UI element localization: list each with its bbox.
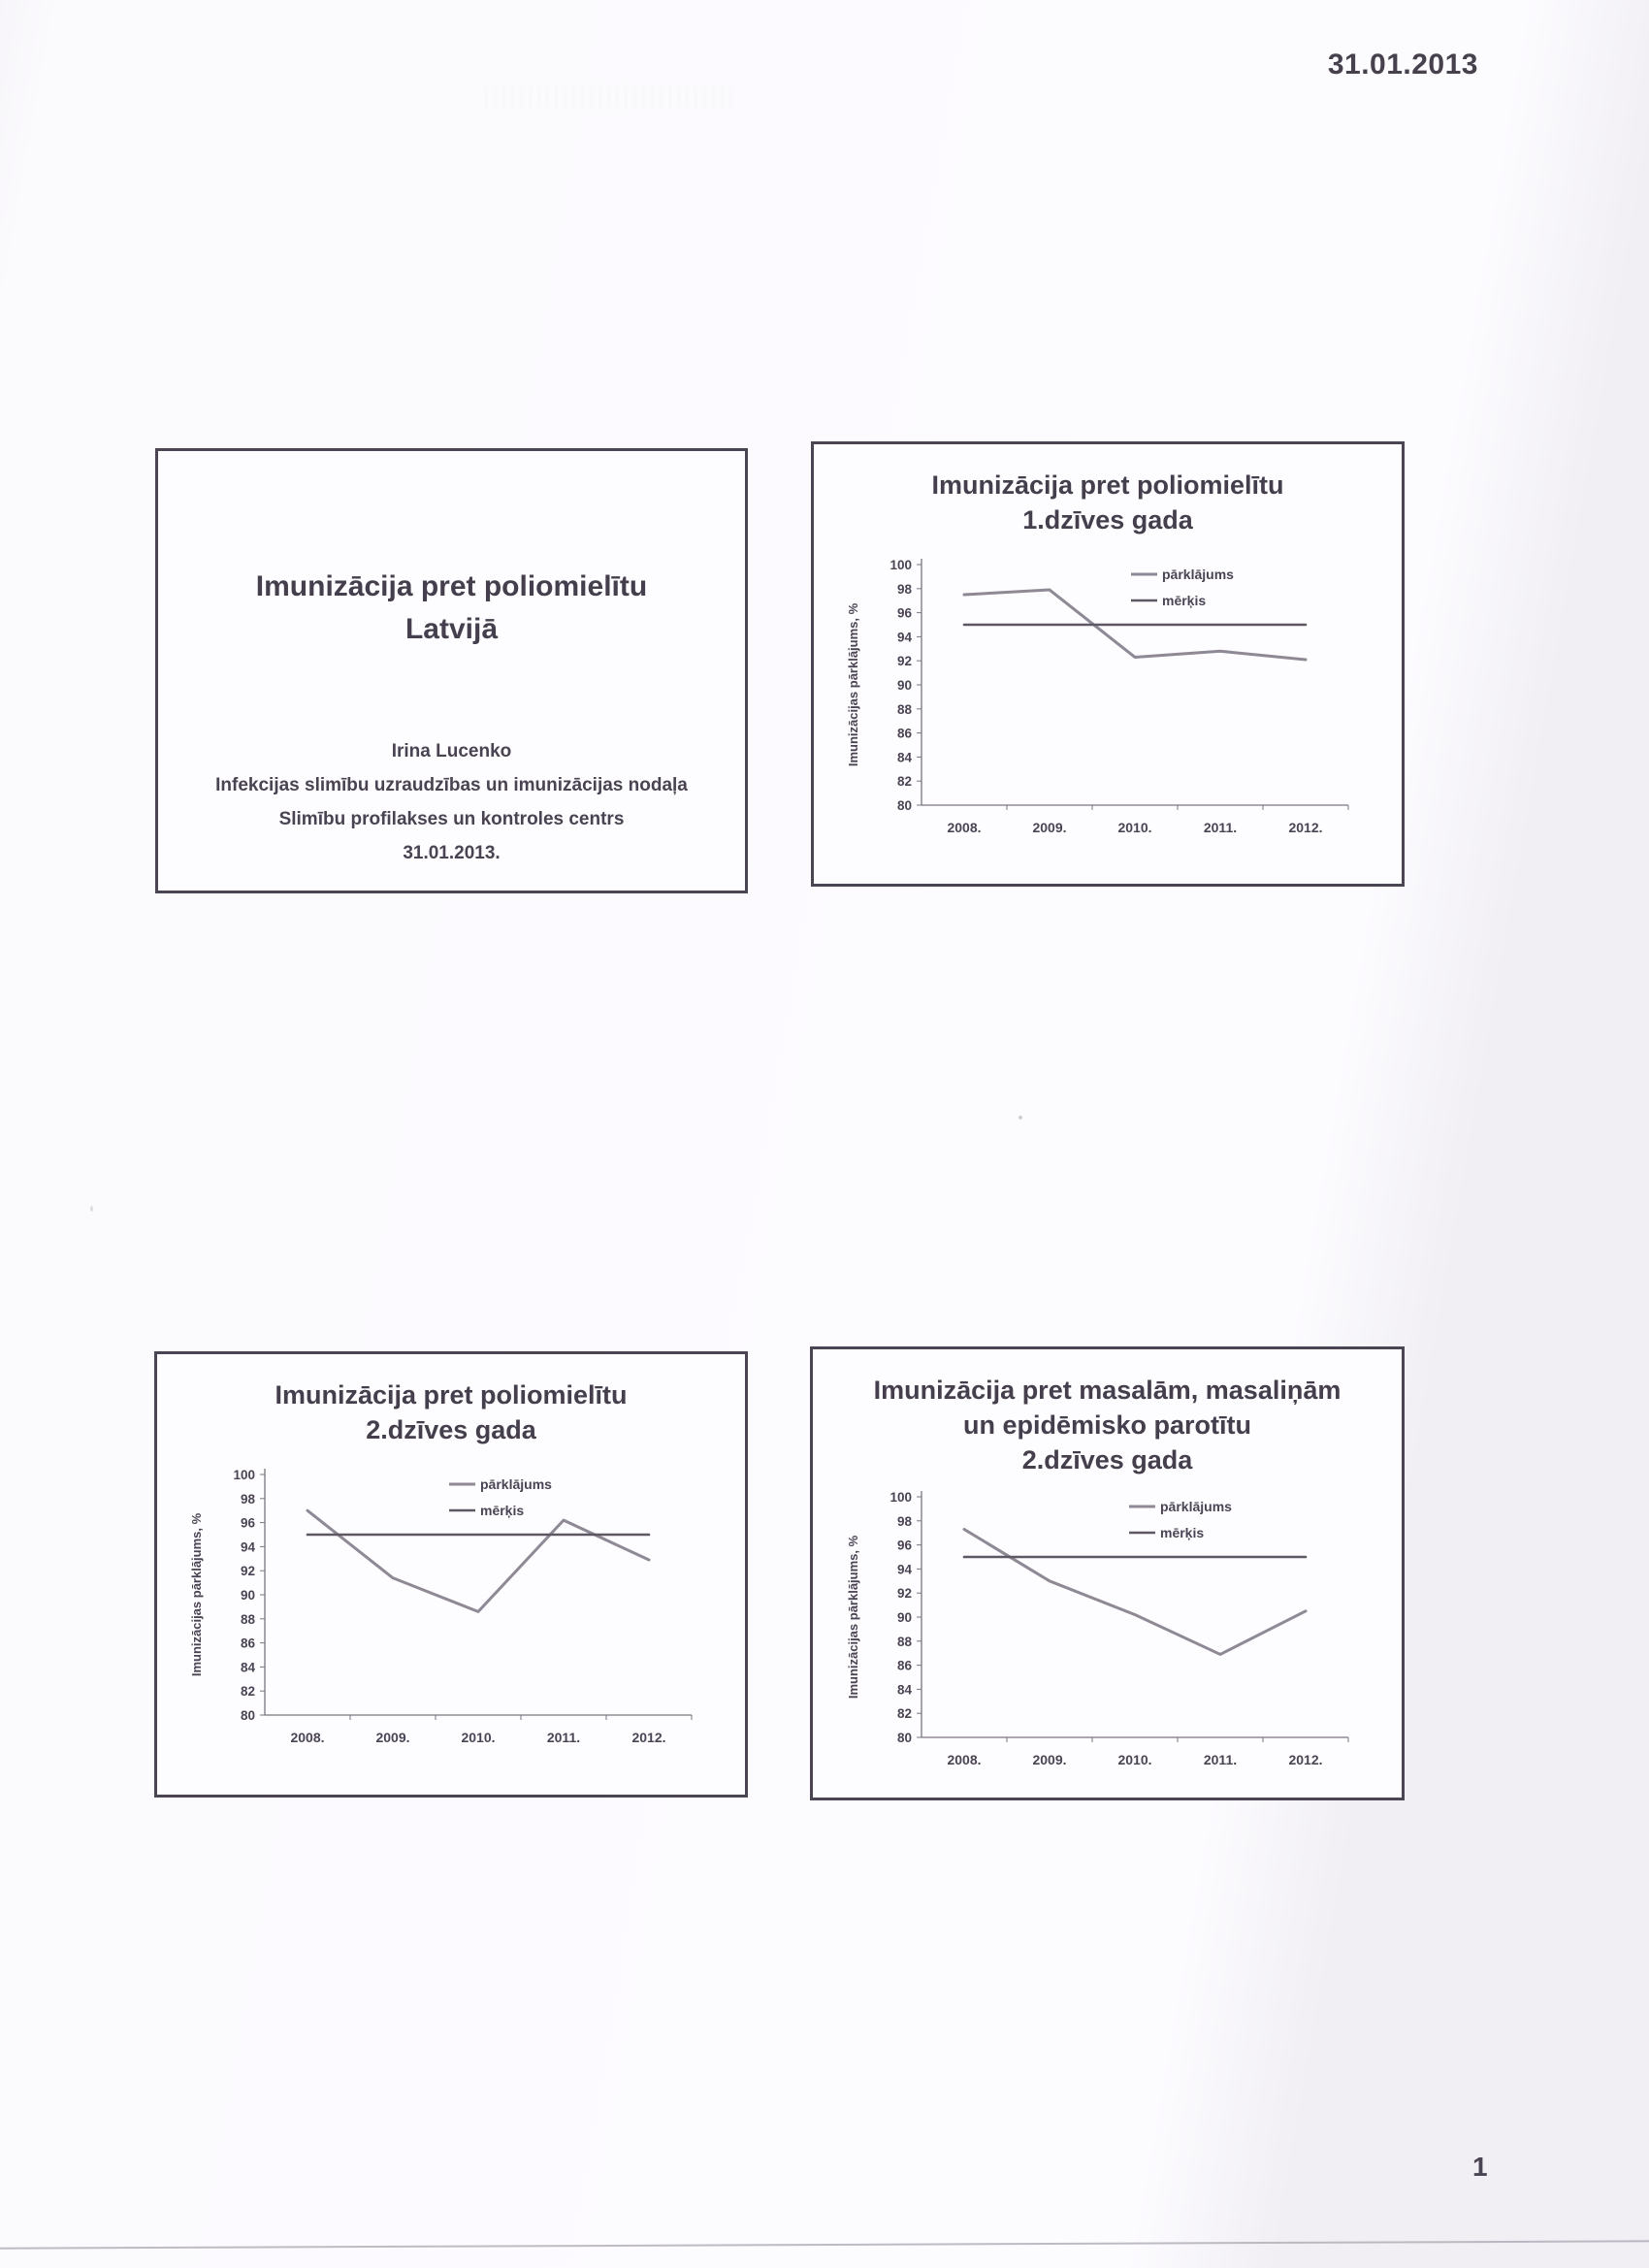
author-organization: Slimību profilakses un kontroles centrs	[278, 809, 625, 829]
x-tick-label: 2009.	[375, 1730, 409, 1745]
y-tick-label: 94	[241, 1539, 256, 1554]
x-tick-label: 2012.	[1288, 820, 1322, 835]
chart-title: Imunizācija pret masalām, masaliņām un e…	[813, 1373, 1402, 1477]
y-tick-label: 90	[897, 678, 912, 693]
y-tick-label: 82	[896, 1706, 911, 1721]
chart-title-line-1: Imunizācija pret masalām, masaliņām	[873, 1376, 1342, 1405]
y-tick-label: 82	[897, 774, 912, 789]
y-tick-label: 96	[896, 1539, 912, 1553]
x-tick-label: 2010.	[1117, 820, 1151, 835]
author-department: Infekcijas slimību uzraudzības un imuniz…	[215, 775, 688, 795]
x-tick-label: 2010.	[1117, 1752, 1151, 1767]
y-tick-label: 94	[897, 630, 913, 644]
chart-title: Imunizācija pret poliomielītu 2.dzīves g…	[157, 1377, 745, 1447]
slide-chart-polio-year2: Imunizācija pret poliomielītu 2.dzīves g…	[154, 1351, 748, 1798]
y-tick-label: 86	[897, 727, 913, 741]
legend-label-mērķis: mērķis	[1160, 1525, 1204, 1540]
x-tick-label: 2008.	[947, 820, 981, 835]
page-number: 1	[1472, 2152, 1488, 2182]
chart-title-line-2: 2.dzīves gada	[366, 1415, 536, 1444]
y-tick-label: 90	[896, 1610, 911, 1625]
slide-chart-polio-year1: Imunizācija pret poliomielītu 1.dzīves g…	[811, 441, 1405, 887]
presentation-title-line-1: Imunizācija pret poliomielītu	[255, 570, 648, 602]
legend-label-pārklājums: pārklājums	[1162, 567, 1234, 582]
y-axis-title: Imunizācijas pārklājums, %	[846, 1535, 860, 1699]
series-line-pārklājums	[962, 588, 1308, 662]
chart-title-line-3: 2.dzīves gada	[1021, 1445, 1193, 1474]
y-tick-label: 96	[241, 1516, 256, 1531]
legend-label-mērķis: mērķis	[1162, 593, 1206, 608]
line-chart-polio-year2: 80 82 84 86 88 90 92 94 96 98 100 2008. 2009. 2010. 20…	[157, 1459, 745, 1757]
scan-speck	[90, 1206, 93, 1212]
y-tick-label: 90	[241, 1588, 255, 1603]
y-tick-label: 98	[896, 1514, 912, 1529]
x-tick-label: 2009.	[1032, 820, 1066, 835]
y-tick-label: 92	[896, 1586, 911, 1601]
legend-label-pārklājums: pārklājums	[480, 1476, 552, 1492]
x-tick-label: 2008.	[947, 1752, 981, 1767]
chart-title: Imunizācija pret poliomielītu 1.dzīves g…	[814, 468, 1402, 537]
y-tick-label: 98	[897, 582, 913, 597]
x-tick-label: 2012.	[1288, 1752, 1322, 1767]
y-tick-label: 100	[233, 1468, 255, 1482]
line-chart-canvas: 80 82 84 86 88 90 92 94 96 98 100 2008. 2009. 2010. 20…	[846, 558, 1349, 835]
line-chart-canvas: 80 82 84 86 88 90 92 94 96 98 100 2008. 2009. 2010. 20…	[189, 1468, 693, 1745]
legend-label-mērķis: mērķis	[480, 1503, 524, 1518]
presentation-title-line-2: Latvijā	[404, 613, 499, 645]
y-axis-title: Imunizācijas pārklājums, %	[846, 602, 860, 766]
x-tick-label: 2008.	[290, 1730, 324, 1745]
y-tick-label: 94	[896, 1562, 912, 1576]
y-tick-label: 86	[241, 1636, 256, 1651]
x-tick-label: 2009.	[1032, 1752, 1066, 1767]
author-block: Irina Lucenko Infekcijas slimību uzraudz…	[158, 734, 745, 870]
slide-chart-mmr-year2: Imunizācija pret masalām, masaliņām un e…	[810, 1346, 1405, 1800]
author-name: Irina Lucenko	[391, 741, 512, 761]
y-tick-label: 84	[897, 750, 913, 764]
series-line-pārklājums	[962, 1527, 1307, 1656]
y-tick-label: 96	[897, 606, 913, 621]
scan-edge-line	[0, 2240, 1649, 2250]
chart-title-line-1: Imunizācija pret poliomielītu	[275, 1380, 628, 1409]
y-tick-label: 100	[889, 1490, 912, 1505]
x-tick-label: 2010.	[461, 1730, 495, 1745]
y-tick-label: 92	[897, 654, 912, 668]
y-tick-label: 84	[896, 1682, 912, 1697]
presentation-title: Imunizācija pret poliomielītu Latvijā	[158, 566, 745, 651]
y-tick-label: 100	[889, 558, 912, 572]
y-tick-label: 80	[896, 1731, 911, 1745]
y-tick-label: 88	[241, 1612, 256, 1627]
y-tick-label: 84	[241, 1660, 256, 1674]
page-date: 31.01.2013	[1327, 49, 1478, 81]
y-tick-label: 88	[896, 1635, 912, 1649]
y-axis-title: Imunizācijas pārklājums, %	[189, 1512, 204, 1676]
y-tick-label: 82	[241, 1684, 255, 1699]
chart-title-line-2: un epidēmisko parotītu	[962, 1410, 1252, 1440]
line-chart-polio-year1: 80 82 84 86 88 90 92 94 96 98 100 2008. 2009. 2010. 20…	[814, 549, 1402, 847]
x-tick-label: 2011.	[1204, 820, 1237, 835]
line-chart-canvas: 80 82 84 86 88 90 92 94 96 98 100 2008. 2009. 2010. 20…	[846, 1490, 1348, 1767]
line-chart-mmr-year2: 80 82 84 86 88 90 92 94 96 98 100 2008. 2009. 2010. 20…	[813, 1481, 1402, 1779]
slide-title-card: Imunizācija pret poliomielītu Latvijā Ir…	[155, 448, 748, 893]
legend-label-pārklājums: pārklājums	[1160, 1499, 1232, 1514]
x-tick-label: 2012.	[631, 1730, 665, 1745]
x-tick-label: 2011.	[1203, 1752, 1236, 1767]
presentation-date: 31.01.2013.	[403, 843, 501, 863]
y-tick-label: 86	[896, 1659, 912, 1673]
y-tick-label: 88	[897, 702, 913, 717]
y-tick-label: 92	[241, 1564, 255, 1578]
y-tick-label: 80	[241, 1708, 255, 1723]
chart-title-line-2: 1.dzīves gada	[1022, 505, 1193, 535]
series-line-pārklājums	[306, 1508, 651, 1613]
chart-title-line-1: Imunizācija pret poliomielītu	[931, 470, 1284, 500]
x-tick-label: 2011.	[547, 1730, 580, 1745]
scan-speck	[1018, 1116, 1022, 1119]
scan-artifact	[485, 85, 737, 111]
y-tick-label: 80	[897, 798, 912, 813]
y-tick-label: 98	[241, 1492, 256, 1507]
